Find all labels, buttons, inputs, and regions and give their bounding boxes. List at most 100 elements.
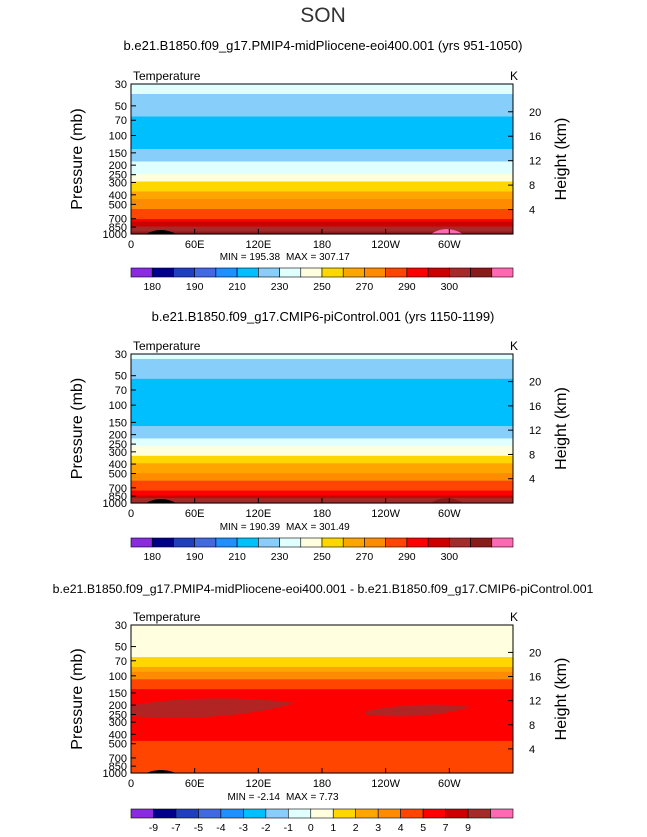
colorbar-box [265,808,289,819]
contour-band [131,723,513,727]
colorbar-box [175,808,199,819]
colorbar-box [258,267,280,278]
height-tick-label: 12 [529,425,541,437]
x-tick-label: 180 [313,508,331,520]
x-tick-label: 120W [371,778,400,790]
colorbar-box [220,808,244,819]
contour-band [131,478,513,482]
height-tick-label: 12 [529,156,541,168]
contour-band [131,430,513,435]
colorbar-box [153,808,177,819]
contour-band [131,149,513,153]
pressure-tick-label: 250 [109,709,127,721]
contour-band [131,378,513,382]
topography-shape [146,230,176,234]
pressure-tick-label: 70 [115,385,127,397]
colorbar-box [173,537,195,548]
contour-band [131,124,513,128]
colorbar-label: -7 [171,822,180,834]
contour-patch [366,704,471,717]
colorbar-box [243,808,267,819]
contour-band [131,706,513,710]
colorbar-label: 250 [313,551,331,563]
colorbar-label: 270 [356,281,374,293]
contour-band [131,637,513,641]
pressure-tick-label: 500 [109,199,127,211]
contour-band [131,373,513,377]
contour-band [131,166,513,170]
pressure-tick-label: 250 [109,439,127,451]
x-tick-label: 60W [438,778,461,790]
contour-band [131,438,513,442]
colorbar-box [449,267,471,278]
colorbar-label: 300 [441,281,459,293]
pressure-tick-label: 150 [109,688,127,700]
contour-band [131,443,513,447]
contour-band [131,694,513,698]
contour-band [131,406,513,410]
contour-band [131,642,513,646]
pressure-tick-label: 70 [115,115,127,127]
contour-band [131,440,513,444]
contour-band [131,458,513,462]
contour-band [131,408,513,412]
contour-band [131,718,513,722]
pressure-tick-label: 400 [109,190,127,202]
contour-band [131,164,513,168]
colorbar-box [300,267,323,278]
season-title: SON [300,4,346,27]
contour-band [131,156,513,160]
pressure-tick-label: 300 [109,447,127,459]
pressure-tick-label: 400 [109,729,127,741]
pressure-tick-label: 1000 [103,229,127,241]
contour-band [131,657,513,661]
pressure-tick-label: 100 [109,671,127,683]
pressure-tick-label: 500 [109,739,127,751]
height-tick-label: 16 [529,131,541,143]
colorbar-box [427,537,450,548]
colorbar-label: 5 [420,822,426,834]
height-tick-label: 4 [529,744,535,756]
height-tick-label: 16 [529,401,541,413]
contour-band [131,154,513,158]
contour-band [131,691,513,695]
contour-band [131,726,513,730]
contour-band [131,755,513,759]
pressure-tick-label: 1000 [103,498,127,510]
contour-band [131,455,513,459]
contour-band [131,463,513,467]
colorbar-box [385,267,408,278]
topography-shape [431,229,463,234]
contour-band [131,383,513,387]
contour-band [131,224,513,228]
contour-band [131,361,513,365]
contour-band [131,214,513,218]
colorbar-box [332,808,357,819]
topography-shape [146,770,176,773]
y-axis-label-left: Pressure (mb) [69,108,86,209]
contour-band [131,480,513,484]
contour-band [131,731,513,735]
contour-band [131,179,513,183]
contour-band [131,418,513,422]
colorbar-box [130,537,153,548]
min-label: MIN = -2.14 [227,792,280,803]
contour-band [131,468,513,472]
contour-band [131,206,513,210]
topography-shape [431,498,463,503]
colorbar-box [258,537,280,548]
contour-band [131,753,513,757]
contour-band [131,376,513,380]
contour-band [131,171,513,175]
contour-band [131,632,513,636]
colorbar-label: 180 [143,281,161,293]
contour-band [131,647,513,651]
contour-band [131,763,513,767]
contour-band [131,84,513,88]
contour-band [131,209,513,213]
panel-title: b.e21.B1850.f09_g17.CMIP6-piControl.001 … [152,309,495,324]
contour-band [131,411,513,415]
contour-band [131,413,513,417]
chart-panel-2: b.e21.B1850.f09_g17.CMIP6-piControl.001 … [69,309,570,563]
contour-band [131,716,513,720]
